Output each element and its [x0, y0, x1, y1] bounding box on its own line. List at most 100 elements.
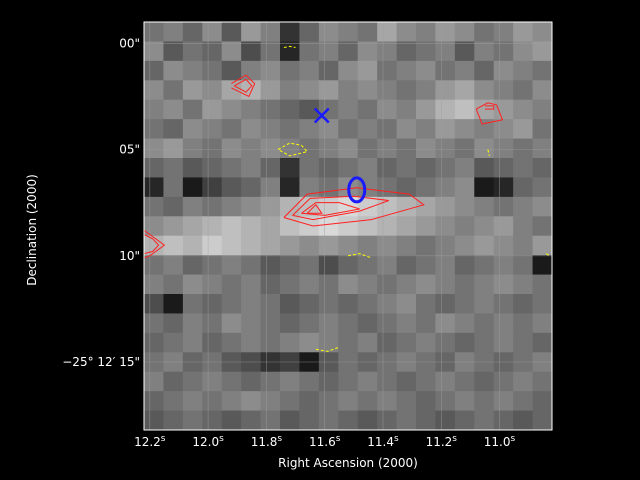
- plot-frame: [143, 21, 553, 431]
- image-pixel: [260, 216, 281, 237]
- image-pixel: [396, 255, 417, 276]
- image-pixel: [474, 216, 495, 237]
- image-pixel: [435, 332, 456, 353]
- image-pixel: [357, 138, 378, 159]
- image-pixel: [435, 294, 456, 314]
- contours: [143, 45, 550, 352]
- image-pixel: [357, 22, 378, 42]
- image-pixel: [221, 138, 242, 159]
- x-tick-label: 11.4s: [367, 434, 399, 449]
- image-pixel: [435, 22, 456, 42]
- image-pixel: [493, 371, 514, 392]
- image-pixel: [474, 313, 495, 334]
- image-pixel: [513, 216, 534, 237]
- image-pixel: [357, 80, 378, 101]
- image-pixel: [396, 332, 417, 353]
- x-tick-label: 12.0s: [192, 434, 224, 449]
- image-pixel: [260, 80, 281, 101]
- image-pixel: [221, 60, 242, 81]
- image-pixel: [377, 60, 398, 81]
- image-pixel: [163, 99, 184, 120]
- image-pixel: [299, 22, 320, 42]
- image-pixel: [260, 371, 281, 392]
- image-pixel: [454, 80, 475, 101]
- image-pixel: [513, 235, 534, 256]
- image-pixel: [357, 391, 378, 412]
- image-pixel: [280, 60, 300, 81]
- image-pixel: [241, 138, 262, 159]
- image-pixel: [260, 158, 281, 178]
- image-pixel: [396, 41, 417, 62]
- image-pixel: [299, 274, 320, 295]
- x-tick-labels: 12.2s 12.0s 11.8s 11.6s 11.4s 11.2s 11.0s: [134, 434, 515, 449]
- image-pixel: [241, 41, 262, 62]
- image-pixel: [280, 80, 300, 101]
- image-pixel: [318, 313, 339, 334]
- image-pixel: [299, 216, 320, 237]
- image-pixel: [532, 410, 553, 431]
- image-pixel: [474, 332, 495, 353]
- image-pixel: [416, 313, 436, 334]
- image-pixel: [416, 410, 436, 431]
- image-pixel: [377, 371, 398, 392]
- image-pixel: [182, 60, 203, 81]
- image-pixel: [416, 196, 436, 217]
- image-pixel: [493, 255, 514, 276]
- image-pixel: [454, 235, 475, 256]
- image-pixel: [435, 177, 456, 198]
- image-pixel: [532, 332, 553, 353]
- image-pixel: [435, 391, 456, 412]
- image-pixel: [280, 196, 300, 217]
- y-axis-title: Declination (2000): [25, 174, 39, 286]
- positive-contour: [231, 74, 256, 98]
- image-pixel: [532, 41, 553, 62]
- image-pixel: [202, 41, 223, 62]
- image-pixel: [202, 99, 223, 120]
- image-pixel: [493, 80, 514, 101]
- image-pixel: [454, 99, 475, 120]
- image-pixel: [260, 41, 281, 62]
- image-pixel: [396, 294, 417, 314]
- image-pixel: [241, 196, 262, 217]
- image-pixel: [396, 138, 417, 159]
- image-pixel: [338, 255, 359, 276]
- image-pixel: [144, 294, 164, 314]
- image-pixel: [513, 99, 534, 120]
- image-pixel: [221, 274, 242, 295]
- image-pixel: [338, 119, 359, 140]
- positive-contour: [301, 202, 360, 216]
- image-pixel: [318, 196, 339, 217]
- image-pixel: [493, 391, 514, 412]
- image-pixel: [435, 60, 456, 81]
- y-tick-label: 00": [119, 36, 140, 50]
- image-pixel: [338, 332, 359, 353]
- image-pixel: [221, 22, 242, 42]
- image-pixel: [513, 119, 534, 140]
- image-pixel: [513, 22, 534, 42]
- image-pixel: [357, 235, 378, 256]
- x-tick-label: 12.2s: [134, 434, 166, 449]
- image-pixel: [532, 391, 553, 412]
- image-pixel: [241, 158, 262, 178]
- image-pixel: [338, 235, 359, 256]
- image-pixel: [357, 119, 378, 140]
- positive-contour: [306, 204, 323, 214]
- image-pixel: [144, 313, 164, 334]
- image-pixel: [202, 22, 223, 42]
- image-pixel: [493, 138, 514, 159]
- image-pixel: [513, 410, 534, 431]
- image-pixel: [454, 22, 475, 42]
- image-pixel: [493, 41, 514, 62]
- image-pixel: [318, 138, 339, 159]
- image-pixel: [163, 196, 184, 217]
- image-pixel: [474, 60, 495, 81]
- image-pixel: [474, 255, 495, 276]
- image-pixel: [454, 138, 475, 159]
- image-pixel: [357, 216, 378, 237]
- image-pixel: [280, 410, 300, 431]
- image-pixel: [338, 22, 359, 42]
- image-pixel: [221, 119, 242, 140]
- image-pixel: [416, 41, 436, 62]
- image-pixel: [144, 119, 164, 140]
- image-pixel: [513, 80, 534, 101]
